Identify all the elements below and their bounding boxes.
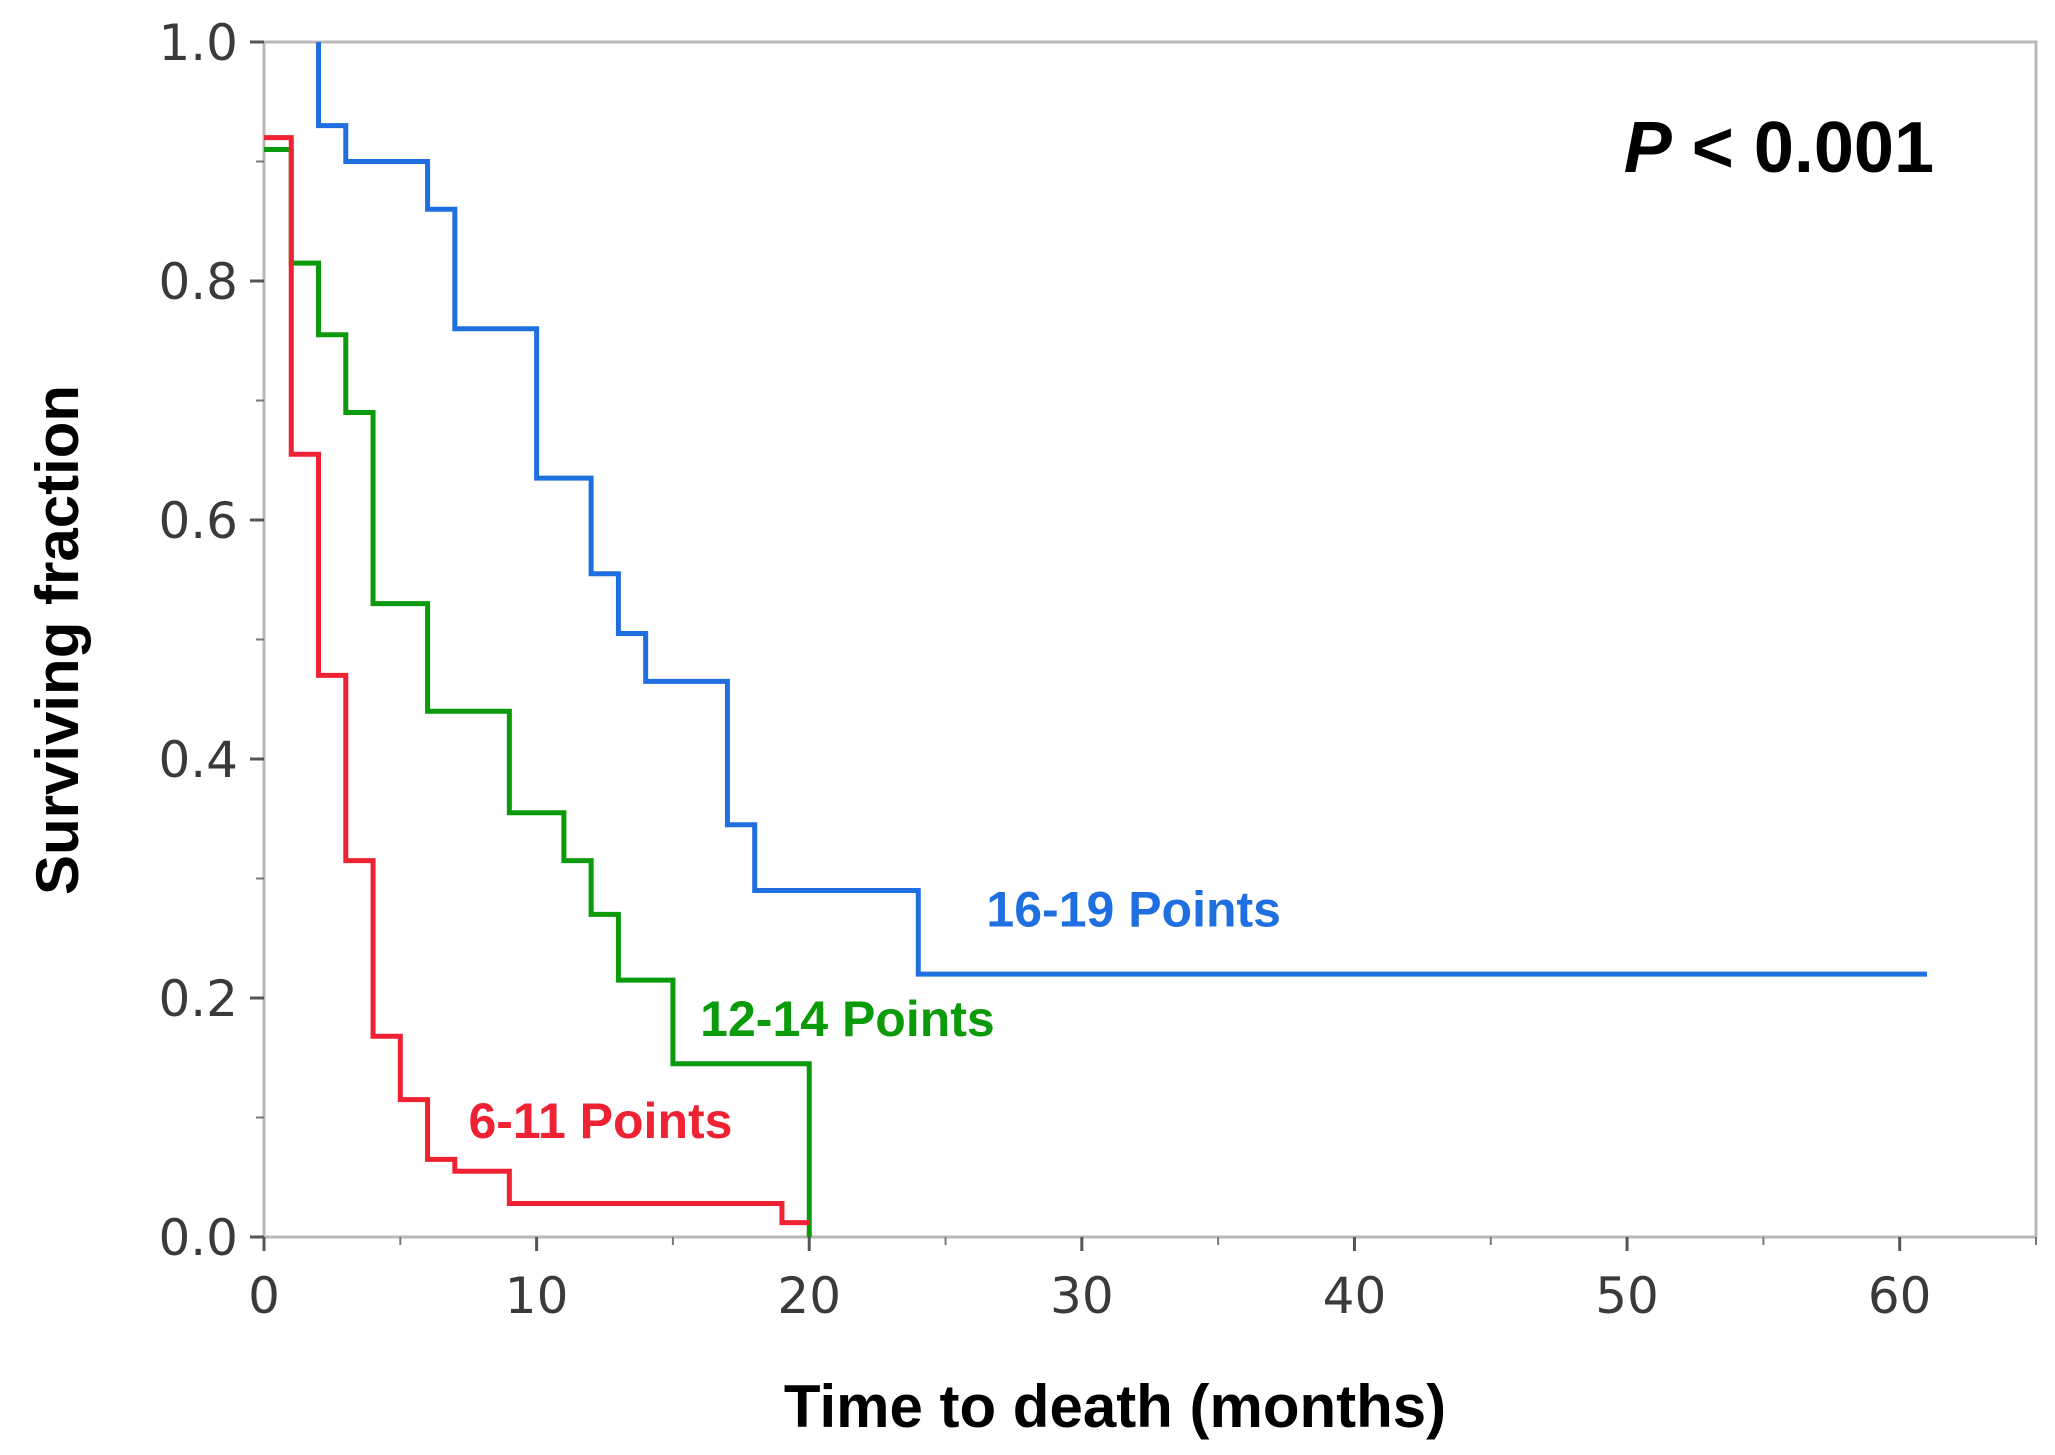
series-label-1: 12-14 Points	[700, 991, 995, 1047]
x-tick-label: 0	[248, 1267, 280, 1325]
x-tick-label: 10	[505, 1267, 569, 1325]
y-tick-label: 0.4	[158, 731, 238, 789]
x-tick-label: 50	[1595, 1267, 1659, 1325]
series-line-0	[316, 42, 1927, 977]
x-tick-label: 60	[1868, 1267, 1932, 1325]
series-line-1	[264, 147, 812, 1237]
y-tick-label: 1.0	[158, 14, 238, 72]
y-tick-label: 0.2	[158, 970, 238, 1028]
y-tick-label: 0.6	[158, 492, 238, 550]
series-lines	[264, 42, 1927, 1237]
x-axis-title: Time to death (months)	[784, 1373, 1446, 1440]
series-label-2: 6-11 Points	[468, 1093, 732, 1149]
p-value-annotation: P < 0.001	[1624, 108, 1934, 188]
x-tick-label: 30	[1050, 1267, 1114, 1325]
y-axis-title: Surviving fraction	[24, 385, 91, 895]
axis-ticks: 0 10 20 30 40 50 60 0.0 0.2 0.4 0.6 0.8 1.0	[158, 14, 2037, 1325]
x-tick-label: 40	[1323, 1267, 1387, 1325]
plot-frame	[262, 40, 2038, 1239]
series-line-2	[264, 135, 810, 1226]
p-value-symbol: P	[1624, 108, 1673, 188]
p-value-text: < 0.001	[1672, 108, 1934, 188]
chart-labels: Time to death (months) Surviving fractio…	[24, 108, 1934, 1440]
y-tick-label: 0.0	[158, 1209, 238, 1267]
y-tick-label: 0.8	[158, 253, 238, 311]
series-label-0: 16-19 Points	[986, 881, 1281, 937]
x-tick-label: 20	[777, 1267, 841, 1325]
